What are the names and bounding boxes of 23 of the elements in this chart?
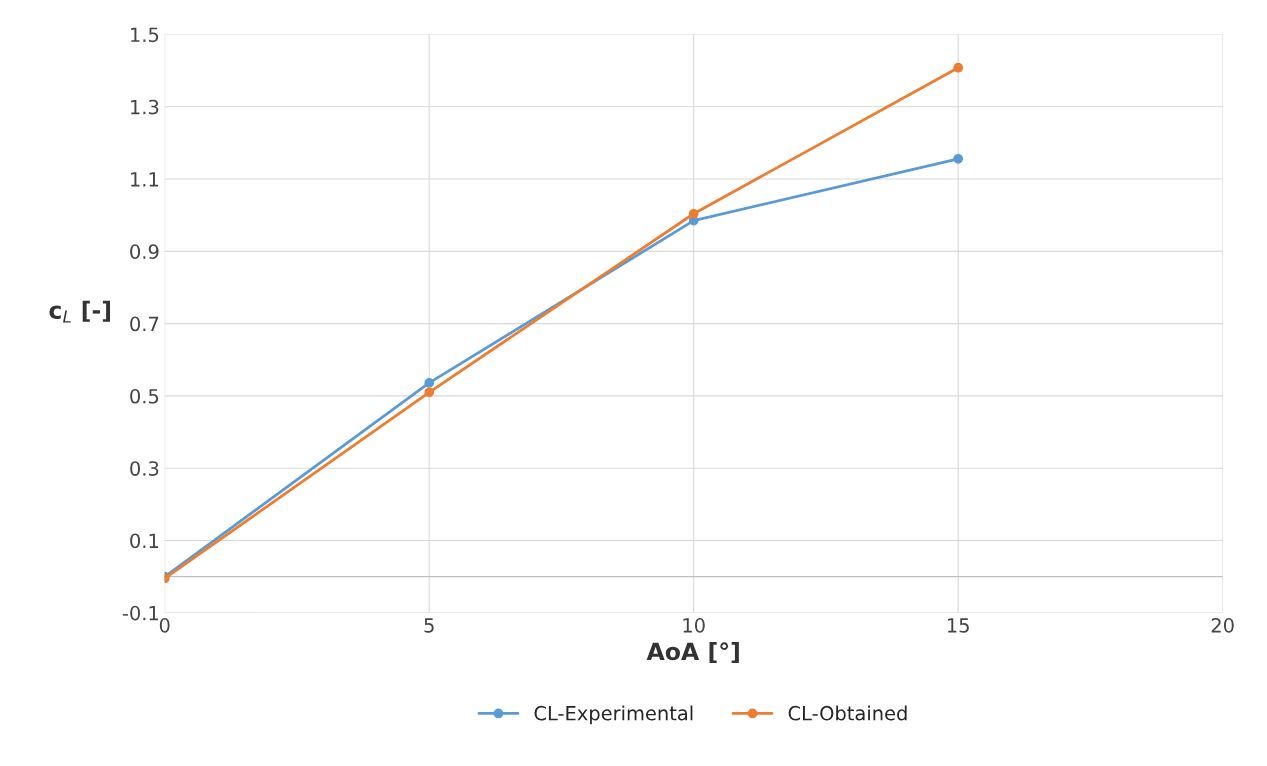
point xyxy=(424,387,435,398)
x-tick-label: 20 xyxy=(1211,618,1234,633)
y-tick-label: -0.1 xyxy=(122,605,159,621)
y-tick-label: 0.7 xyxy=(130,316,159,332)
y-tick-label: 1.3 xyxy=(131,99,159,115)
y-axis-title: c$_{L}$ [-] xyxy=(49,300,111,323)
legend-label: CL-Experimental xyxy=(534,705,693,725)
x-tick-label: 5 xyxy=(424,618,434,633)
point xyxy=(688,208,699,219)
x-tick-label: 15 xyxy=(947,618,969,633)
x-tick-label: 0 xyxy=(159,618,170,633)
y-tick-label: 0.5 xyxy=(130,388,159,404)
point xyxy=(953,62,964,73)
point xyxy=(953,153,964,164)
y-tick-label: 0.3 xyxy=(130,461,159,476)
x-axis-title: AoA [°] xyxy=(646,642,739,664)
legend-label: CL-Obtained xyxy=(788,705,907,721)
x-tick-label: 10 xyxy=(683,618,705,633)
y-tick-label: 1.1 xyxy=(131,172,159,187)
y-tick-label: 1.5 xyxy=(131,27,159,43)
point xyxy=(424,378,435,388)
y-tick-label: 0.9 xyxy=(130,244,159,260)
y-tick-label: 0.1 xyxy=(130,533,159,549)
